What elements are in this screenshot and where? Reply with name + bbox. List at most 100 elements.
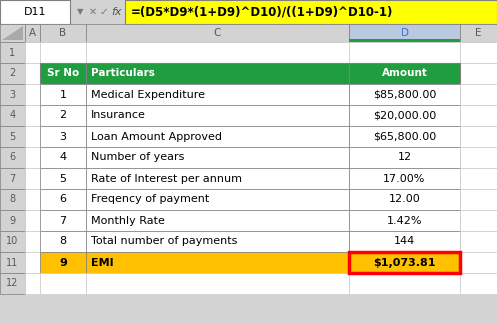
Text: $65,800.00: $65,800.00 [373, 131, 436, 141]
Bar [86, 84, 349, 105]
Bar [86, 210, 349, 231]
Bar [460, 105, 497, 126]
Bar [349, 42, 460, 63]
Bar [460, 273, 497, 294]
Bar [349, 126, 460, 147]
Text: 1: 1 [60, 89, 67, 99]
Bar [349, 252, 460, 273]
Text: 2: 2 [9, 68, 15, 78]
Bar [86, 252, 349, 273]
Bar [86, 105, 349, 126]
Bar [40, 42, 86, 63]
Bar [0, 147, 25, 168]
Bar [0, 105, 25, 126]
Bar [25, 252, 40, 273]
Text: 9: 9 [59, 257, 67, 267]
Bar [86, 42, 349, 63]
Text: Insurance: Insurance [91, 110, 146, 120]
Bar [0, 168, 25, 189]
Text: 144: 144 [394, 236, 415, 246]
Text: 5: 5 [60, 173, 67, 183]
Bar [40, 84, 86, 105]
Bar [0, 0, 497, 24]
Bar [40, 273, 86, 294]
Bar [0, 273, 25, 294]
Bar [25, 105, 40, 126]
Bar [460, 84, 497, 105]
Bar [40, 126, 86, 147]
Bar [349, 24, 460, 42]
Text: Monthly Rate: Monthly Rate [91, 215, 165, 225]
Bar [0, 210, 25, 231]
Bar [86, 126, 349, 147]
Text: 10: 10 [6, 236, 18, 246]
Bar [349, 210, 460, 231]
Bar [349, 231, 460, 252]
Bar [40, 252, 86, 273]
Bar [25, 84, 40, 105]
Bar [460, 189, 497, 210]
Text: C: C [214, 28, 221, 38]
Text: Total number of payments: Total number of payments [91, 236, 238, 246]
Text: Amount: Amount [382, 68, 427, 78]
Bar [25, 42, 40, 63]
Bar [0, 189, 25, 210]
Bar [86, 24, 349, 42]
Text: EMI: EMI [91, 257, 114, 267]
Bar [40, 63, 86, 84]
Bar [0, 42, 25, 63]
Text: ✓: ✓ [99, 7, 108, 17]
Text: 6: 6 [9, 152, 15, 162]
Bar [349, 105, 460, 126]
Bar [349, 84, 460, 105]
Text: B: B [60, 28, 67, 38]
Text: =(D5*D9*(1+D9)^D10)/((1+D9)^D10-1): =(D5*D9*(1+D9)^D10)/((1+D9)^D10-1) [131, 5, 393, 18]
Bar [349, 168, 460, 189]
Bar [40, 189, 86, 210]
Bar [460, 147, 497, 168]
Bar [86, 231, 349, 252]
Text: 7: 7 [9, 173, 15, 183]
Bar [460, 126, 497, 147]
Text: 4: 4 [9, 110, 15, 120]
Bar [349, 39, 460, 42]
Bar [0, 126, 25, 147]
Bar [460, 24, 497, 42]
Text: 1: 1 [9, 47, 15, 57]
Text: D: D [401, 28, 409, 38]
Bar [349, 273, 460, 294]
Bar [460, 210, 497, 231]
Bar [0, 231, 25, 252]
Text: 12: 12 [398, 152, 412, 162]
Text: Sr No: Sr No [47, 68, 79, 78]
Text: 7: 7 [60, 215, 67, 225]
Bar [25, 126, 40, 147]
Text: Number of years: Number of years [91, 152, 184, 162]
Text: 12.00: 12.00 [389, 194, 420, 204]
Bar [86, 168, 349, 189]
Text: 9: 9 [9, 215, 15, 225]
Text: D11: D11 [24, 7, 46, 17]
Text: Loan Amount Approved: Loan Amount Approved [91, 131, 222, 141]
Text: $85,800.00: $85,800.00 [373, 89, 436, 99]
Text: 5: 5 [9, 131, 15, 141]
Bar [25, 168, 40, 189]
Bar [460, 231, 497, 252]
Bar [0, 0, 70, 24]
Bar [460, 168, 497, 189]
Bar [125, 0, 497, 24]
Text: ✕: ✕ [89, 7, 97, 17]
Bar [349, 63, 460, 84]
Text: 8: 8 [60, 236, 67, 246]
Text: Rate of Interest per annum: Rate of Interest per annum [91, 173, 242, 183]
Text: ▼: ▼ [77, 7, 83, 16]
Bar [349, 252, 460, 273]
Bar [25, 210, 40, 231]
Text: Medical Expenditure: Medical Expenditure [91, 89, 205, 99]
Text: 3: 3 [9, 89, 15, 99]
Text: 11: 11 [6, 257, 18, 267]
Bar [40, 147, 86, 168]
Text: 3: 3 [60, 131, 67, 141]
Text: Freqency of payment: Freqency of payment [91, 194, 209, 204]
Bar [40, 168, 86, 189]
